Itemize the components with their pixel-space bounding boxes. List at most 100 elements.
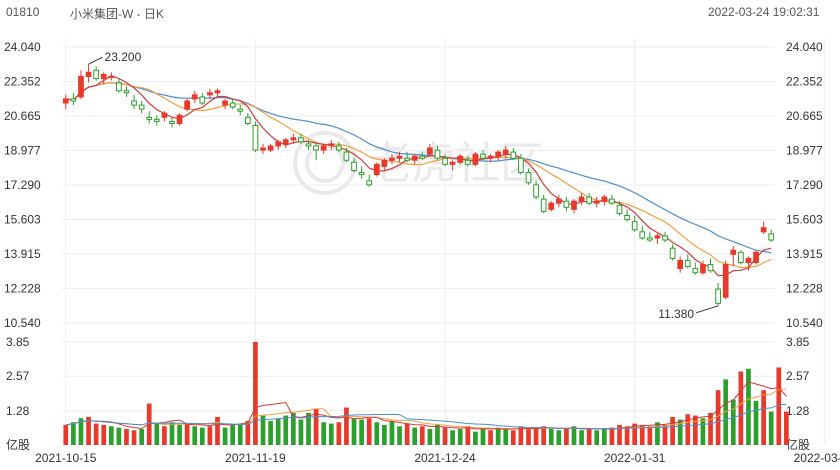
candle-body — [533, 184, 539, 198]
price-tick-left: 13.915 — [4, 247, 41, 261]
volume-bar — [617, 424, 622, 445]
candle-body — [282, 139, 289, 145]
candle-body — [480, 153, 486, 159]
date-tick-label: 2022-03-10 — [794, 451, 840, 465]
candle-body — [593, 200, 600, 204]
low-annotation-label: 11.380 — [658, 307, 694, 321]
candle-body — [191, 94, 198, 100]
volume-bar — [162, 426, 167, 445]
candle-body — [229, 102, 236, 108]
volume-bar — [207, 426, 213, 445]
volume-bar — [374, 422, 380, 445]
volume-bar — [784, 411, 789, 445]
candle-body — [358, 172, 365, 176]
volume-bar — [503, 428, 509, 445]
volume-bar — [655, 422, 660, 445]
candle-body — [495, 151, 501, 157]
candle-body — [116, 82, 122, 92]
candle-body — [169, 120, 175, 124]
volume-bar — [761, 390, 766, 445]
volume-bar — [601, 428, 607, 445]
candle-body — [518, 157, 524, 174]
volume-bar — [685, 414, 691, 445]
candle-body — [700, 264, 706, 274]
price-tick-right: 22.352 — [786, 75, 823, 89]
candle-body — [313, 145, 319, 151]
volume-bar — [366, 418, 372, 445]
volume-bar — [124, 428, 129, 445]
volume-bar — [768, 411, 774, 445]
price-tick-left: 24.040 — [4, 40, 41, 54]
candle-body — [427, 147, 433, 155]
volume-bar — [101, 424, 107, 445]
candle-body — [745, 257, 752, 263]
volume-tick-right: 1.28 — [786, 404, 810, 418]
price-tick-left: 22.352 — [4, 75, 41, 89]
candle-body — [396, 155, 403, 159]
volume-bar — [677, 419, 683, 445]
volume-ma10-line — [65, 388, 787, 430]
volume-bar — [78, 418, 84, 445]
candle-body — [404, 157, 410, 161]
volume-bar — [275, 418, 281, 445]
candle-body — [260, 147, 266, 151]
candle-body — [267, 145, 274, 151]
volume-bar — [86, 416, 91, 445]
volume-bar — [488, 430, 493, 445]
volume-bar — [495, 427, 501, 445]
volume-bar — [184, 423, 190, 445]
candle-body — [328, 143, 335, 146]
candle-body — [684, 259, 691, 268]
volume-bar — [412, 427, 418, 445]
volume-bar — [268, 420, 273, 445]
candle-body — [540, 198, 547, 212]
candle-body — [730, 249, 737, 255]
volume-bar — [283, 415, 289, 445]
candle-body — [434, 149, 441, 159]
volume-bar — [397, 426, 402, 445]
volume-bar — [199, 427, 205, 445]
volume-ma5-line — [65, 381, 787, 430]
candle-body — [93, 69, 99, 79]
price-tick-right: 17.290 — [786, 178, 823, 192]
volume-bar — [746, 368, 751, 445]
price-tick-left: 20.665 — [4, 109, 41, 123]
candle-body — [207, 92, 213, 96]
volume-bar — [579, 430, 584, 445]
candle-body — [176, 114, 183, 124]
volume-bar — [564, 428, 569, 445]
volume-bar — [548, 428, 554, 445]
volume-bar — [313, 408, 319, 445]
volume-bar — [526, 428, 531, 445]
candle-body — [108, 75, 115, 78]
candle-body — [654, 235, 661, 239]
candle-body — [320, 145, 327, 151]
date-tick-label: 2021-12-24 — [414, 451, 476, 465]
candle-body — [85, 71, 92, 77]
candle-body — [586, 196, 593, 204]
candle-body — [131, 100, 137, 106]
volume-bar — [465, 426, 471, 445]
candle-body — [411, 155, 418, 161]
candle-body — [578, 196, 585, 202]
candle-body — [768, 233, 775, 241]
volume-tick-left: 2.57 — [6, 369, 30, 383]
date-tick-label: 2021-11-19 — [225, 451, 286, 465]
volume-bar — [245, 420, 251, 445]
candle-body — [275, 141, 282, 147]
volume-tick-right: 3.85 — [786, 335, 810, 349]
timestamp: 2022-03-24 19:02:31 — [708, 5, 820, 19]
volume-bar — [586, 428, 592, 445]
low-annotation-line — [695, 305, 719, 314]
candle-body — [419, 155, 426, 159]
candle-body — [624, 214, 630, 221]
candle-body — [631, 221, 638, 231]
ma10-line — [65, 81, 772, 268]
volume-bar — [639, 424, 645, 445]
volume-bar — [306, 412, 311, 445]
volume-bar — [609, 427, 615, 445]
volume-tick-left: 亿股 — [6, 437, 30, 452]
volume-bar — [753, 400, 759, 445]
volume-bar — [382, 424, 387, 445]
